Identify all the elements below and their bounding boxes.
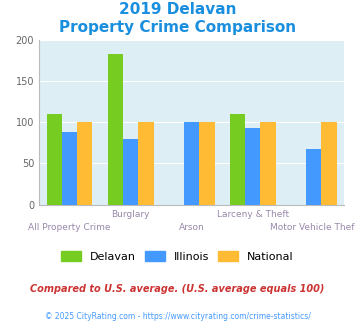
Text: Larceny & Theft: Larceny & Theft <box>217 210 289 218</box>
Legend: Delavan, Illinois, National: Delavan, Illinois, National <box>57 247 298 266</box>
Text: Motor Vehicle Theft: Motor Vehicle Theft <box>270 223 355 232</box>
Bar <box>261 122 275 205</box>
Bar <box>245 128 261 205</box>
Bar <box>322 122 337 205</box>
Text: Arson: Arson <box>179 223 204 232</box>
Bar <box>108 53 123 205</box>
Bar <box>138 122 153 205</box>
Text: © 2025 CityRating.com - https://www.cityrating.com/crime-statistics/: © 2025 CityRating.com - https://www.city… <box>45 312 310 321</box>
Bar <box>200 122 214 205</box>
Text: All Property Crime: All Property Crime <box>28 223 111 232</box>
Bar <box>184 122 200 205</box>
Bar <box>123 139 138 205</box>
Text: Property Crime Comparison: Property Crime Comparison <box>59 20 296 35</box>
Bar <box>77 122 92 205</box>
Bar <box>62 132 77 205</box>
Bar <box>47 114 62 205</box>
Text: 2019 Delavan: 2019 Delavan <box>119 2 236 16</box>
Text: Burglary: Burglary <box>111 210 150 218</box>
Bar <box>230 114 245 205</box>
Bar <box>306 148 322 205</box>
Text: Compared to U.S. average. (U.S. average equals 100): Compared to U.S. average. (U.S. average … <box>30 284 325 294</box>
